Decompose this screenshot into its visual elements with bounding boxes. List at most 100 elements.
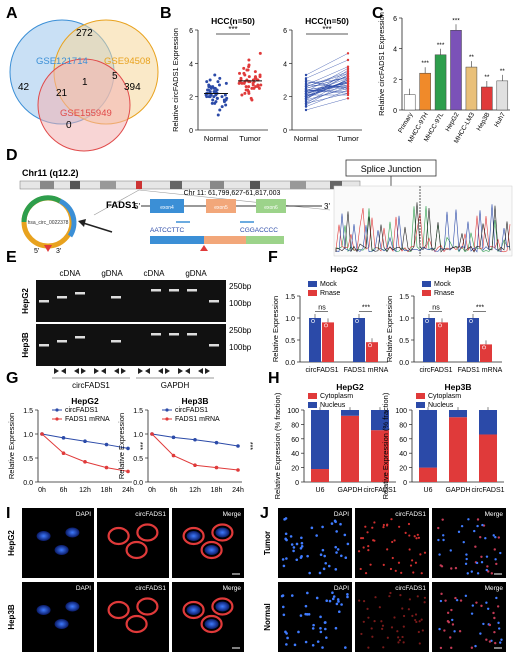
nucleus [65, 527, 80, 538]
gel-marker-250: 250bp [229, 282, 252, 291]
data-point [214, 465, 219, 470]
nucleus [65, 601, 80, 612]
nucleus-dot [300, 541, 304, 545]
merge-dot [470, 570, 473, 573]
y-tick-label: 60 [291, 437, 299, 444]
gel-col-label: gDNA [101, 269, 123, 278]
data-point [126, 469, 130, 474]
data-point [304, 87, 308, 90]
nucleus [215, 601, 230, 612]
data-point [247, 75, 251, 79]
legend-marker [55, 417, 59, 421]
panel-label-i: I [6, 505, 10, 522]
merge-dot [499, 551, 502, 555]
x-tick-label: 18h [101, 487, 113, 494]
gel-band [209, 300, 219, 303]
merge-dot [447, 621, 451, 624]
junction-seg-blue [150, 236, 204, 244]
x-tick-label: circFADS1 [363, 487, 396, 494]
chart-h-hepg2: 0 20 40 60 80 100 Relative Expression (% fract… [273, 382, 397, 499]
panel-label-e: E [6, 249, 17, 266]
micro-col-label: circFADS1 [135, 585, 166, 592]
bar-segment [449, 417, 467, 482]
data-point [220, 95, 224, 99]
y-tick-label: 60 [399, 437, 407, 444]
y-tick-label: 0.0 [285, 360, 295, 367]
merge-dot [485, 568, 488, 572]
merge-dot [497, 536, 501, 539]
data-point [83, 439, 87, 444]
stain-dot [374, 596, 377, 599]
gel-row-label-hepg2: HepG2 [21, 288, 30, 314]
nucleus-dot [285, 643, 288, 646]
primer-icon [54, 368, 59, 374]
nucleus-dot [322, 567, 326, 571]
data-point [205, 80, 209, 84]
merge-dot [494, 536, 497, 539]
stain-dot [413, 535, 416, 538]
stain-dot [393, 539, 396, 542]
x-tick-label: 18h [211, 487, 223, 494]
legend-label: Nucleus [428, 402, 454, 409]
merge-dot [451, 618, 454, 622]
legend-label: circFADS1 [65, 407, 98, 414]
chart-title: HepG2 [71, 396, 99, 406]
legend-swatch [422, 290, 431, 296]
venn-count-lr: 5 [112, 71, 118, 82]
stain-dot [370, 627, 373, 630]
merge-dot [499, 641, 502, 644]
paired-line [305, 66, 349, 86]
bar-segment [449, 410, 467, 418]
junction-seg-orange [204, 236, 246, 244]
data-point [83, 460, 87, 464]
stain-dot [381, 627, 384, 630]
chart-h-hep3b: 0 20 40 60 80 100 Relative Expression (% fract… [381, 382, 505, 499]
merge-dot [470, 612, 474, 615]
merge-dot [495, 562, 498, 566]
data-point [304, 73, 308, 77]
data-point [150, 432, 154, 436]
micro-col-label: DAPI [76, 511, 91, 518]
data-point [346, 65, 350, 68]
bar [366, 342, 378, 362]
cytoplasm-stain [211, 523, 234, 542]
data-point [304, 108, 308, 112]
merge-dot [437, 538, 440, 542]
bar [465, 66, 478, 111]
data-point [236, 468, 240, 472]
stain-dot [393, 616, 396, 619]
merge-dot [454, 566, 458, 570]
stain-dot [382, 563, 385, 566]
venn-count-right: 394 [124, 82, 141, 93]
y-tick-label: 0.5 [133, 456, 143, 463]
y-tick-label: 20 [291, 466, 299, 473]
merge-dot [485, 555, 489, 558]
x-tick-label: circFADS1 [305, 367, 338, 374]
y-tick-label: 4 [393, 47, 397, 54]
data-point [211, 85, 215, 89]
legend-marker [55, 408, 59, 412]
data-point [311, 319, 315, 323]
stain-dot [367, 549, 370, 552]
y-tick-label: 6 [283, 28, 287, 35]
chromatogram-trace [335, 204, 511, 253]
x-tick-label: HepG2 [444, 111, 461, 133]
cytoplasm-stain [107, 600, 130, 620]
data-point [217, 83, 221, 87]
stain-dot [398, 525, 401, 528]
stain-dot [407, 608, 410, 611]
stain-dot [420, 618, 423, 621]
data-point [237, 81, 241, 85]
stain-dot [416, 595, 419, 598]
data-point [346, 88, 350, 92]
stain-dot [398, 639, 401, 642]
nucleus-dot [300, 545, 304, 548]
data-point [304, 88, 308, 92]
micro-panel [432, 582, 506, 652]
merge-dot [450, 608, 453, 612]
y-tick-label: 1.0 [133, 432, 143, 439]
stain-dot [400, 571, 403, 574]
nucleus-dot [316, 640, 320, 643]
gene-name: FADS1 [106, 200, 137, 211]
nucleus-dot [310, 526, 314, 530]
